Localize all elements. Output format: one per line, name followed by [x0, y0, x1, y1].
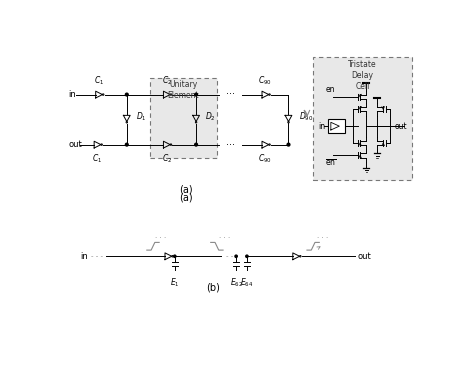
Text: in: in [68, 90, 76, 99]
Text: $D_1$: $D_1$ [136, 111, 147, 123]
Text: out: out [394, 122, 407, 131]
Circle shape [287, 143, 290, 146]
Text: Tristate
Delay
Cell: Tristate Delay Cell [348, 60, 377, 91]
Text: $C_2$: $C_2$ [162, 74, 172, 87]
Bar [150, 78, 217, 158]
Text: $C_1$: $C_1$ [94, 74, 104, 87]
Text: (a): (a) [179, 193, 193, 203]
Circle shape [195, 143, 198, 146]
Text: · · ·: · · · [317, 235, 328, 241]
Circle shape [246, 255, 248, 257]
Text: · · ·: · · · [155, 235, 166, 241]
Text: · · ·: · · · [219, 235, 230, 241]
Text: en: en [325, 85, 335, 94]
Text: in: in [81, 252, 88, 261]
Text: out: out [68, 140, 82, 149]
Circle shape [174, 255, 176, 257]
Text: (b): (b) [206, 283, 220, 293]
Text: out: out [357, 252, 371, 261]
Text: ···: ··· [226, 89, 235, 99]
Text: ···: ··· [226, 139, 235, 150]
Bar [328, 119, 344, 133]
Bar [313, 57, 412, 180]
Text: $C_2$: $C_2$ [162, 152, 172, 165]
Text: - - -: - - - [226, 253, 238, 259]
Text: (a): (a) [179, 184, 193, 194]
Text: $C_{90}$: $C_{90}$ [258, 74, 272, 87]
Text: Unitary
Element: Unitary Element [168, 80, 199, 100]
Circle shape [125, 143, 128, 146]
Circle shape [195, 93, 198, 96]
Circle shape [235, 255, 238, 257]
Text: $D_{90}$: $D_{90}$ [299, 111, 313, 123]
Text: $E_{64}$: $E_{64}$ [240, 276, 254, 289]
Circle shape [125, 93, 128, 96]
Text: $E_{62}$: $E_{62}$ [230, 276, 243, 289]
Text: $C_1$: $C_1$ [93, 152, 103, 165]
Text: $E_1$: $E_1$ [170, 276, 180, 289]
Text: $D_2$: $D_2$ [205, 111, 216, 123]
Text: in: in [318, 122, 325, 131]
Text: $\overline{\rm en}$: $\overline{\rm en}$ [325, 158, 337, 168]
Text: - - -: - - - [91, 253, 103, 259]
Text: $C_{90}$: $C_{90}$ [258, 152, 272, 165]
